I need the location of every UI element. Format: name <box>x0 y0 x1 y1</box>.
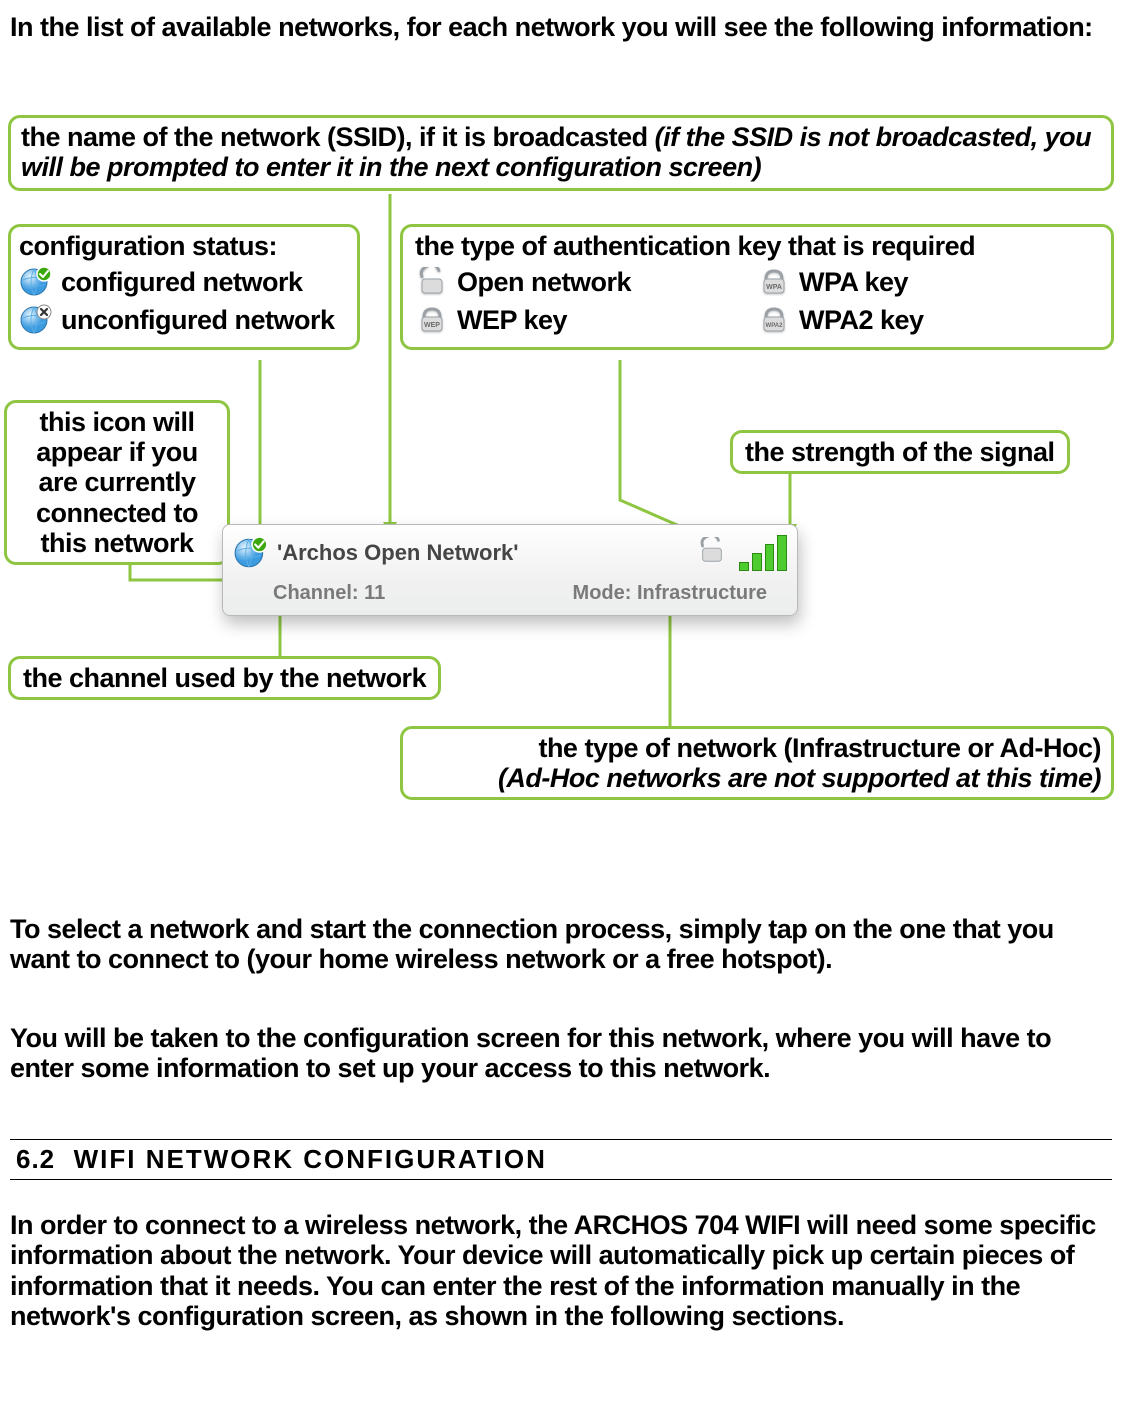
network-channel-label: Channel: 11 <box>273 582 385 605</box>
section-title: WIFI NETWORK CONFIGURATION <box>74 1144 547 1174</box>
network-list-item[interactable]: 'Archos Open Network' Channel: 11 Mode: … <box>222 524 798 616</box>
network-mode-label: Mode: Infrastructure <box>573 582 767 605</box>
globe-check-icon <box>233 535 269 571</box>
open-lock-icon <box>697 537 727 570</box>
network-ssid-label: 'Archos Open Network' <box>277 540 519 566</box>
connector-lines <box>0 0 1122 820</box>
select-network-paragraph: To select a network and start the connec… <box>10 914 1112 974</box>
section-heading: 6.2 WIFI NETWORK CONFIGURATION <box>10 1139 1112 1180</box>
bottom-paragraph: In order to connect to a wireless networ… <box>10 1210 1112 1331</box>
config-paragraph: You will be taken to the configuration s… <box>10 1023 1112 1083</box>
signal-strength-icon <box>739 535 787 571</box>
section-number: 6.2 <box>16 1144 55 1175</box>
